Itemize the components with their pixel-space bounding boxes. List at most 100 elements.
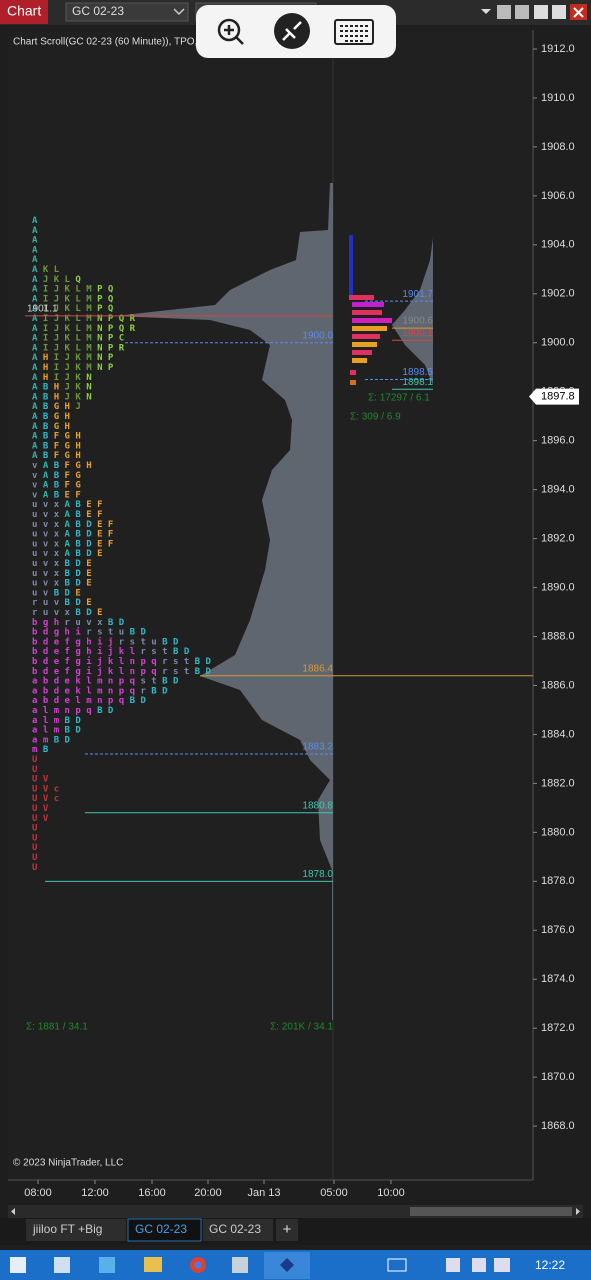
tab-label: jiiloo FT +Big (32, 1222, 102, 1236)
sum-label: Σ: 1881 / 34.1 (26, 1022, 88, 1033)
tpo-row: a b d e k l m n p q r B D (32, 686, 168, 696)
tpo-row: A (32, 235, 38, 245)
volume-profile (115, 183, 333, 1020)
window-btn[interactable] (515, 5, 529, 19)
zoom-in-icon[interactable] (217, 18, 241, 42)
tab[interactable] (26, 1219, 126, 1241)
clock: 12:22 (535, 1258, 565, 1272)
session-level-label: 1900.1 (402, 328, 433, 339)
tab[interactable] (203, 1219, 273, 1241)
tab-label: GC 02-23 (209, 1222, 261, 1236)
minimize-btn[interactable] (534, 5, 548, 19)
tpo-row: b d e f g i j k l n p q r s t B D (32, 665, 212, 676)
tpo-row: A B F G H (32, 431, 81, 441)
taskbar-icon (280, 1258, 294, 1272)
tpo-row: U (32, 843, 37, 853)
tpo-row: v A B E F (32, 490, 81, 500)
tray-icon[interactable] (494, 1258, 510, 1272)
tpo-row: b d e f g h i j r s t u B D (32, 636, 179, 647)
tpo-row: u v x B D E (32, 559, 92, 569)
tpo-block (349, 295, 374, 300)
tpo-row: v A B F G (32, 480, 81, 490)
price-tick-label: 1870.0 (541, 1071, 575, 1083)
tpo-row: a l m B D (32, 715, 81, 725)
tpo-row: u v x A B D E (32, 549, 102, 559)
taskbar-icon[interactable] (99, 1257, 115, 1273)
tpo-row: A B G H (32, 412, 70, 422)
taskbar-icon[interactable] (232, 1257, 248, 1273)
tpo-row: A I J K L M P Q (32, 284, 114, 294)
tpo-row: a m B D (32, 735, 71, 745)
instrument-label: GC 02-23 (72, 4, 124, 18)
maximize-btn[interactable] (552, 5, 566, 19)
tpo-row: v A B F G (32, 470, 81, 480)
tpo-block (352, 334, 380, 339)
window-btn[interactable] (497, 5, 511, 19)
tpo-row: U V c (32, 784, 59, 794)
app-label: Chart (7, 3, 41, 19)
price-tick-label: 1904.0 (541, 239, 575, 251)
taskbar-icon[interactable] (10, 1257, 26, 1273)
zoom-in-glyph (224, 25, 244, 45)
tpo-row: A H I J K M N P (32, 363, 114, 373)
menu-arrow[interactable] (481, 9, 491, 14)
tab-add-label: + (283, 1221, 292, 1238)
tpo-block (352, 326, 387, 331)
tpo-row: a l m B D (32, 725, 81, 735)
price-tick-label: 1900.0 (541, 337, 575, 349)
level-label: 1883.2 (302, 742, 333, 753)
tpo-row: U (32, 862, 37, 872)
tpo-row: b d g h i r s t u B D (32, 626, 146, 637)
close-icon (573, 7, 584, 18)
tpo-row: a l m n p q B D (32, 706, 114, 716)
price-tick-label: 1872.0 (541, 1022, 575, 1034)
tray-icon[interactable] (446, 1258, 460, 1272)
taskbar-icon[interactable] (144, 1257, 162, 1272)
price-tick-label: 1908.0 (541, 141, 575, 153)
tpo-row: A I J K L M P Q (32, 304, 114, 314)
tpo-row: U (32, 755, 37, 765)
tpo-row: A B G H J (32, 402, 81, 412)
tpo-row: m B (32, 745, 49, 755)
tpo-row: a b d e l m n p q B D (32, 696, 146, 706)
tpo-row: U V (32, 813, 49, 823)
tpo-row: r u v B D E (32, 598, 92, 608)
price-tick-label: 1910.0 (541, 92, 575, 104)
tpo-row: A H I J K N (32, 372, 92, 382)
tpo-row: A K L (32, 265, 60, 275)
price-tick-label: 1884.0 (541, 728, 575, 740)
tpo-block (350, 380, 356, 385)
tpo-row: u v B D E (32, 588, 81, 598)
tab-add[interactable] (276, 1219, 298, 1241)
price-tick-label: 1892.0 (541, 533, 575, 545)
time-label: 20:00 (194, 1187, 222, 1199)
price-tick-label: 1912.0 (541, 43, 575, 55)
tpo-block (352, 350, 372, 355)
level-label: 1886.4 (302, 663, 333, 674)
tpo-row: b d e f g h i j k l r s t B D (32, 646, 190, 657)
tab-active[interactable] (127, 1218, 202, 1242)
price-tick-label: 1896.0 (541, 435, 575, 447)
tpo-row: U (32, 764, 37, 774)
tpo-row: b g h r u v x B D (32, 617, 125, 627)
price-tick-label: 1876.0 (541, 924, 575, 936)
tpo-row: u v x B D E (32, 568, 92, 578)
taskbar-icon[interactable] (54, 1257, 70, 1273)
app-button[interactable] (0, 0, 48, 24)
tpo-row: u v x B D E (32, 578, 92, 588)
tpo-block (352, 302, 384, 307)
taskbar-icon-inner (194, 1261, 202, 1269)
instrument-dropdown[interactable] (65, 2, 189, 22)
keyboard-icon[interactable] (334, 19, 374, 45)
tray-icon[interactable] (472, 1258, 486, 1272)
time-label: 10:00 (377, 1187, 405, 1199)
price-tick-label: 1890.0 (541, 581, 575, 593)
disconnect-icon[interactable] (274, 13, 310, 49)
tpo-row: A B F G H (32, 441, 81, 451)
scroll-thumb[interactable] (410, 1207, 572, 1216)
last-price-marker (529, 388, 579, 405)
tray-keyboard[interactable] (387, 1258, 407, 1272)
price-axis (533, 30, 591, 1180)
tpo-row: U (32, 833, 37, 843)
